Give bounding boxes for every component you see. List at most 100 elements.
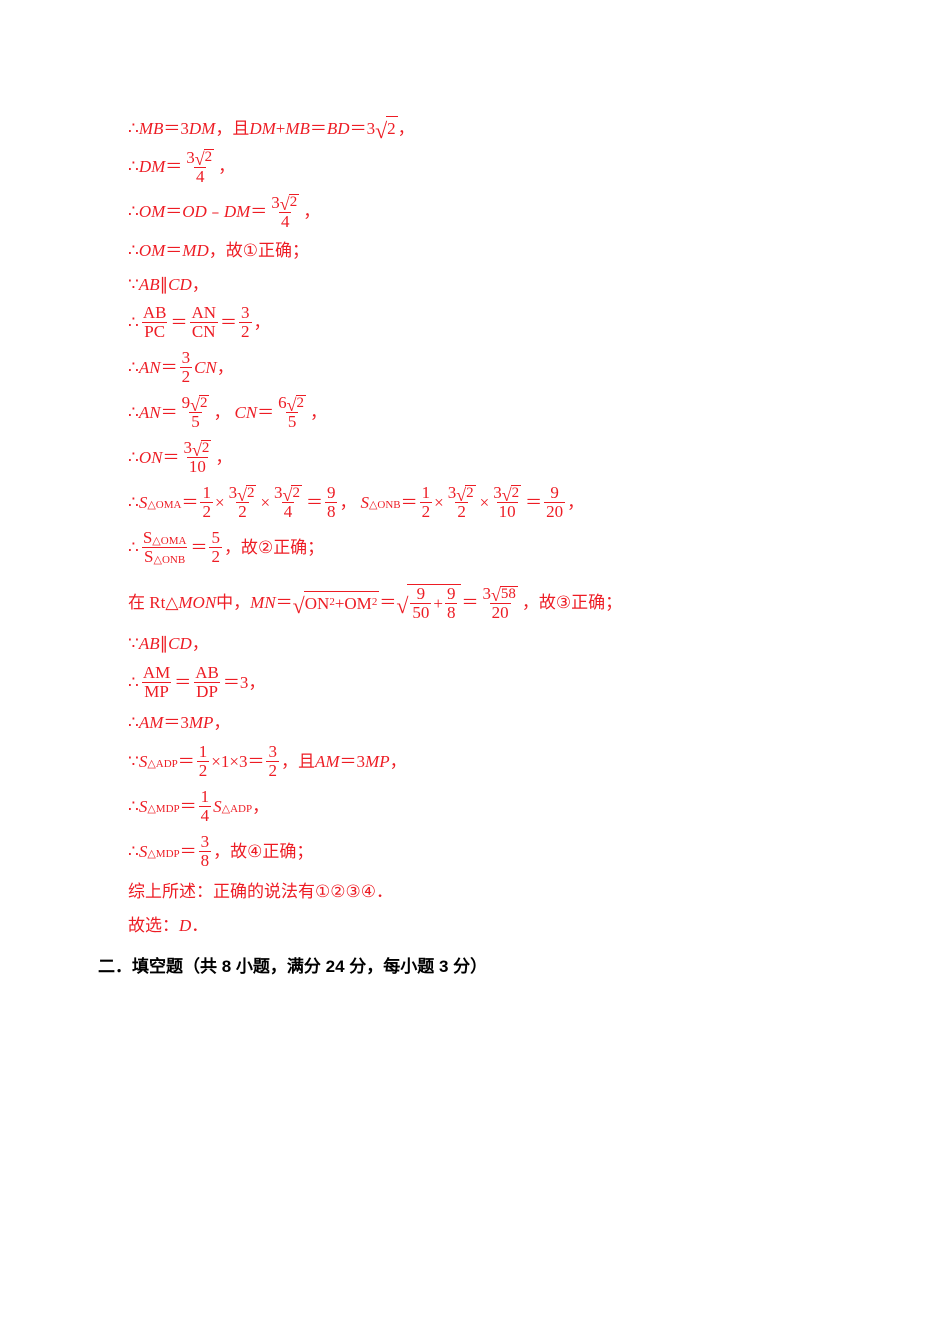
punct: ， [217, 356, 234, 380]
var: ON [305, 592, 330, 616]
var: MP [365, 750, 390, 774]
radicand: 2 [386, 116, 398, 141]
circled-num: ④ [247, 840, 262, 864]
num: 6 [278, 394, 287, 412]
var: S [139, 840, 148, 864]
sub: △ADP [222, 802, 252, 817]
fraction: 920 [544, 484, 565, 521]
var: CD [168, 273, 192, 297]
op: × [434, 491, 444, 515]
punct: ， [213, 401, 230, 425]
txt: ＝3 [350, 117, 376, 141]
therefore: ∴ [128, 356, 139, 380]
txt: ，故 [213, 840, 247, 864]
fraction: 38 [199, 833, 212, 870]
fraction: 98 [325, 484, 338, 521]
fraction: AN CN [189, 304, 218, 341]
radicand: 2 [246, 485, 257, 502]
var: AM [315, 750, 340, 774]
var: S [139, 750, 148, 774]
den: 10 [497, 502, 518, 521]
num: 9 [325, 484, 338, 502]
tri: △ [165, 591, 178, 615]
var: CN [234, 401, 257, 425]
radicand: 2 [201, 440, 212, 457]
fraction: S△OMA S△ONB [141, 529, 189, 566]
num: 1 [197, 743, 210, 761]
txt: 正确； [273, 536, 324, 560]
step-line: ∴ S△OMA S△ONB ＝ 52 ，故 ② 正确； [128, 529, 822, 566]
var: OD [182, 200, 207, 224]
punct: ， [213, 711, 230, 735]
txt: 正确； [258, 239, 309, 263]
radicand: 58 [500, 586, 518, 603]
num: 3 [493, 484, 502, 502]
sqrt: 2 [375, 116, 398, 141]
circled-num: ② [258, 536, 273, 560]
den: 2 [236, 502, 249, 521]
num: 9 [548, 484, 561, 502]
circled-num: ③ [556, 591, 571, 615]
step-line: ∴ AN ＝ 3 2 CN ， [128, 349, 822, 386]
sqrt: 950 + 98 [396, 584, 461, 622]
therefore: ∴ [128, 239, 139, 263]
den: 5 [286, 412, 299, 431]
den: 20 [544, 502, 565, 521]
op: ＝ [180, 795, 197, 819]
therefore: ∴ [128, 401, 139, 425]
op: ＝ [310, 117, 327, 141]
sqrt: 2 [502, 485, 521, 502]
den: CN [190, 322, 218, 341]
radicand: 2 [465, 485, 476, 502]
fraction: 32 4 [269, 194, 301, 231]
step-line: ∴ AN ＝ 92 5 ， CN ＝ 62 5 ， [128, 394, 822, 431]
step-line: ∴ AMMP ＝ ABDP ＝3， [128, 664, 822, 701]
fraction: 3210 [491, 484, 523, 521]
op: ＝ [190, 536, 207, 560]
radicand: 2 [511, 485, 522, 502]
op: ＝ [379, 591, 396, 615]
because: ∵ [128, 632, 139, 656]
sqrt: 58 [491, 586, 518, 603]
punct: ， [254, 311, 271, 335]
num: 9 [415, 585, 428, 603]
fraction: 62 5 [276, 394, 308, 431]
num: 1 [199, 788, 212, 806]
num: 3 [482, 585, 491, 603]
step-line: ∵ AB ∥ CD ， [128, 273, 822, 297]
step-line: ∴ S△MDP ＝ 38 ，故 ④ 正确； [128, 833, 822, 870]
fraction: 950 [410, 585, 431, 622]
op: ＝ [165, 239, 182, 263]
section-header: 二．填空题（共 8 小题，满分 24 分，每小题 3 分） [98, 952, 822, 977]
var: S [360, 491, 369, 515]
den: 4 [279, 212, 292, 231]
op: ∥ [160, 273, 169, 297]
den: 8 [325, 502, 338, 521]
therefore: ∴ [128, 311, 139, 335]
num: 1 [200, 484, 213, 502]
var: AB [139, 632, 160, 656]
sub: △ADP [147, 757, 177, 772]
op: ＝ [257, 401, 274, 425]
den: 8 [199, 851, 212, 870]
var: MN [250, 591, 276, 615]
var: AB [139, 273, 160, 297]
den: 2 [239, 322, 252, 341]
op: ＝ [250, 200, 267, 224]
step-line: 综上所述：正确的说法有 ①②③④ ． [128, 880, 822, 904]
op: ＝ [525, 491, 542, 515]
fraction: AMMP [141, 664, 172, 701]
punct: ， [215, 446, 232, 470]
therefore: ∴ [128, 491, 139, 515]
var: D [179, 914, 191, 938]
sqrt: ON2 + OM2 [293, 591, 380, 616]
op: ＝ [174, 671, 191, 695]
den: DP [194, 682, 220, 701]
den: 4 [194, 167, 207, 186]
punct: ， [218, 155, 235, 179]
den: 2 [197, 761, 210, 780]
op: ＝ [180, 840, 197, 864]
step-line: ∴ DM ＝ 32 4 ， [128, 149, 822, 186]
var: CN [194, 356, 217, 380]
sub: △MDP [147, 802, 179, 817]
